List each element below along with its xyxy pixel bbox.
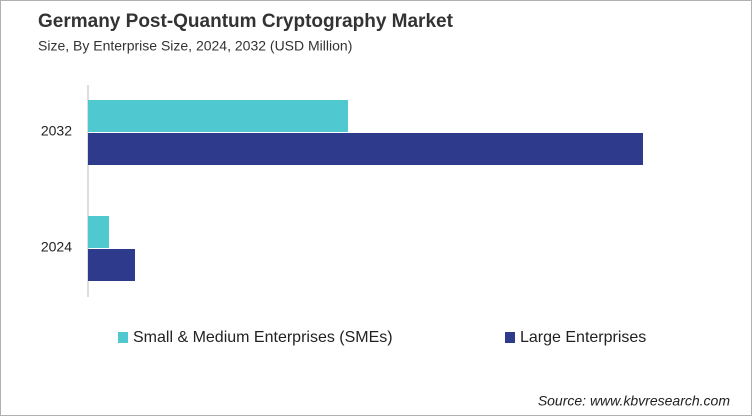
legend-label: Large Enterprises [520,329,646,346]
chart-subtitle: Size, By Enterprise Size, 2024, 2032 (US… [38,38,352,54]
y-tick-label: 2024 [41,239,72,255]
source: Source: www.kbvresearch.com [538,393,731,409]
legend-swatch [505,332,515,343]
bar [88,100,348,132]
legend-swatch [118,332,128,343]
bar [88,249,135,281]
bar [88,133,643,165]
y-tick-label: 2032 [41,123,72,139]
bar [88,216,109,248]
chart-title: Germany Post-Quantum Cryptography Market [38,11,454,32]
legend-label: Small & Medium Enterprises (SMEs) [133,329,393,346]
